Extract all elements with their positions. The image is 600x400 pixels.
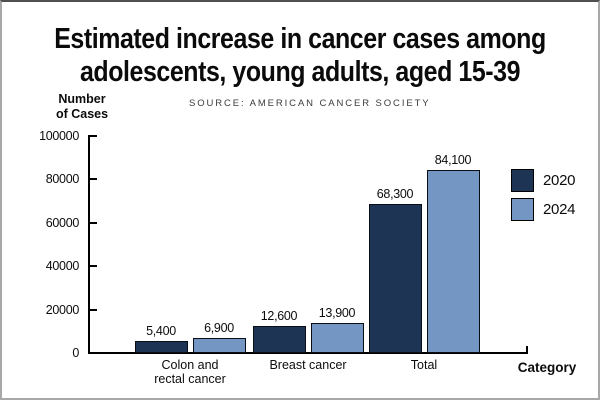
- y-tick-mark-0: [89, 352, 97, 354]
- chart-title-line-2: adolescents, young adults, aged 15-39: [79, 56, 521, 88]
- y-tick-label-20000: 20000: [45, 302, 80, 317]
- bar-value-label-2024-2: 13,900: [318, 305, 356, 320]
- legend-swatch-2020: [511, 169, 534, 192]
- y-tick-label-60000: 60000: [45, 215, 80, 230]
- bar-2024-2: [310, 322, 364, 353]
- bar-value-label-2020-2: 12,600: [260, 308, 298, 323]
- y-tick-mark-20000: [89, 308, 97, 311]
- bar-2024-3: [426, 170, 480, 353]
- y-tick-label-0: 0: [72, 346, 79, 360]
- bar-2024-1: [192, 337, 246, 353]
- x-axis-end-tick: [526, 346, 528, 354]
- legend-label-2024: 2024: [543, 201, 576, 218]
- y-tick-label-100000: 100000: [39, 128, 79, 143]
- bar-value-label-2024-1: 6,900: [204, 320, 234, 335]
- category-label-2: Breast cancer: [269, 358, 347, 372]
- y-tick-label-40000: 40000: [45, 259, 80, 273]
- category-label-1: Colon and rectal cancer: [154, 358, 226, 386]
- chart-title-line-1: Estimated increase in cancer cases among: [54, 23, 546, 55]
- legend-label-2020: 2020: [543, 172, 576, 189]
- bar-value-label-2020-3: 68,300: [376, 187, 414, 202]
- bar-2020-2: [252, 325, 306, 353]
- x-axis-line: [87, 352, 528, 354]
- bar-value-label-2024-3: 84,100: [434, 153, 472, 168]
- y-axis-label-line-1: Number: [58, 92, 106, 106]
- y-tick-label-80000: 80000: [45, 172, 80, 186]
- y-axis-label-line-2: of Cases: [55, 107, 109, 121]
- y-tick-mark-100000: [89, 134, 97, 137]
- bar-2020-3: [368, 204, 422, 353]
- y-tick-mark-80000: [89, 178, 97, 180]
- y-tick-mark-60000: [89, 221, 97, 224]
- y-tick-mark-40000: [89, 265, 97, 267]
- y-axis-line: [87, 134, 90, 354]
- bar-value-label-2020-1: 5,400: [146, 324, 176, 339]
- bar-2020-1: [134, 341, 188, 353]
- category-label-3: Total: [410, 358, 438, 372]
- source-note: SOURCE: AMERICAN CANCER SOCIETY: [189, 98, 431, 109]
- y-axis-label: Number of Cases: [42, 92, 122, 122]
- legend-swatch-2024: [511, 198, 534, 221]
- x-axis-label: Category: [517, 360, 577, 375]
